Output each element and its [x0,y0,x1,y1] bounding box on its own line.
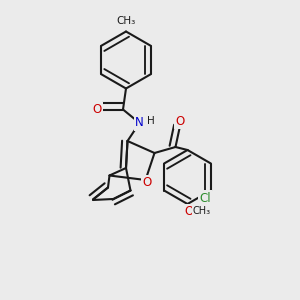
Text: CH₃: CH₃ [116,16,136,26]
Text: N: N [135,116,144,130]
Text: O: O [176,115,184,128]
Text: H: H [147,116,155,127]
Text: O: O [93,103,102,116]
Text: CH₃: CH₃ [193,206,211,217]
Text: O: O [142,176,152,190]
Text: O: O [184,205,194,218]
Text: Cl: Cl [199,191,211,205]
